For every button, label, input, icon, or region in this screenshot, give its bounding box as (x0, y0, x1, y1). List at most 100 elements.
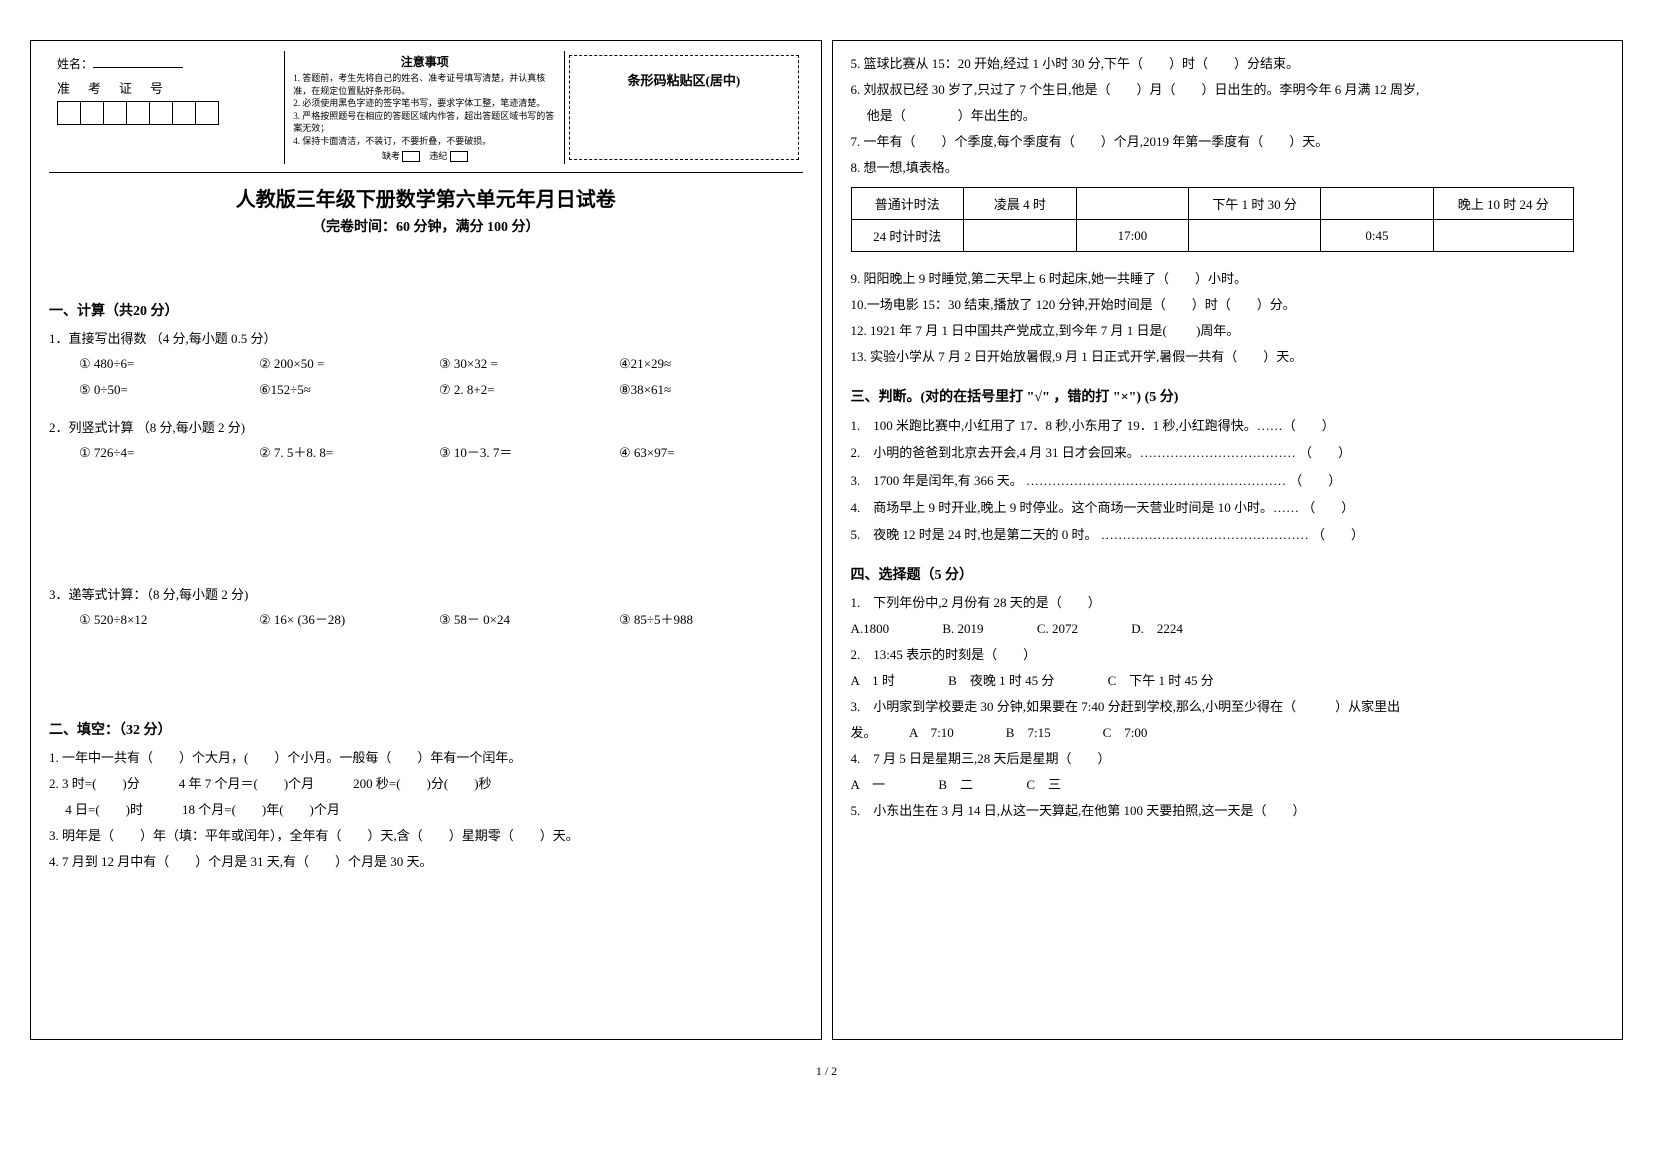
judge-1: 1. 100 米跑比赛中,小红用了 17．8 秒,小东用了 19．1 秒,小红跑… (851, 412, 1605, 439)
instr-line: 4. 保持卡面清洁，不装订，不要折叠，不要破损。 (293, 135, 556, 148)
name-underline (93, 56, 183, 68)
q1-title: 1．直接写出得数 （4 分,每小题 0.5 分） (49, 328, 803, 347)
exam-subtitle: （完卷时间：60 分钟，满分 100 分） (49, 216, 803, 236)
fill-3: 3. 明年是（ ）年（填：平年或闰年），全年有（ ）天,含（ ）星期零（ ）天。 (49, 823, 803, 849)
option: B 夜晚 1 时 45 分 (948, 668, 1054, 694)
adm-char-0: 准 (57, 78, 70, 97)
q2-title: 2．列竖式计算 （8 分,每小题 2 分) (49, 417, 803, 436)
instructions-list: 1. 答题前，考生先将自己的姓名、准考证号填写清楚，并认真核准，在规定位置贴好条… (293, 72, 556, 162)
choice-4-options: A 一 B 二 C 三 (851, 772, 1605, 798)
table-cell: 24 时计时法 (851, 220, 964, 252)
option: B 二 (938, 772, 973, 798)
table-cell: 下午 1 时 30 分 (1189, 188, 1321, 220)
choice-3b: 发。 A 7:10 B 7:15 C 7:00 (851, 720, 1605, 746)
fill-4: 4. 7 月到 12 月中有（ ）个月是 31 天,有（ ）个月是 30 天。 (49, 849, 803, 875)
name-line: 姓名： (57, 55, 276, 74)
checkbox-row: 缺考 违纪 (293, 150, 556, 163)
section-2-heading: 二、填空：（32 分） (49, 719, 803, 739)
instr-line: 1. 答题前，考生先将自己的姓名、准考证号填写清楚，并认真核准，在规定位置贴好条… (293, 72, 556, 97)
calc-item: ⑥152÷5≈ (259, 377, 399, 403)
fill-10: 10.一场电影 15：30 结束,播放了 120 分钟,开始时间是（ ）时（ ）… (851, 292, 1605, 318)
choice-1-options: A.1800 B. 2019 C. 2072 D. 2224 (851, 616, 1605, 642)
fill-8: 8. 想一想,填表格。 (851, 155, 1605, 181)
option: A.1800 (851, 616, 890, 642)
name-label: 姓名： (57, 57, 93, 71)
fill-5: 5. 篮球比赛从 15：20 开始,经过 1 小时 30 分,下午（ ）时（ ）… (851, 51, 1605, 77)
calc-item: ③ 10－3. 7＝ (439, 440, 579, 466)
calc-item: ④ 63×97= (619, 440, 759, 466)
violate-label: 违纪 (429, 151, 447, 161)
calc-item: ② 7. 5＋8. 8= (259, 440, 399, 466)
adm-box (126, 101, 150, 125)
judge-4: 4. 商场早上 9 时开业,晚上 9 时停业。这个商场一天营业时间是 10 小时… (851, 494, 1605, 521)
table-cell (1433, 220, 1573, 252)
calc-item: ⑧38×61≈ (619, 377, 759, 403)
fill-1: 1. 一年中一共有（ ）个大月，( ）个小月。一般每（ ）年有一个闰年。 (49, 745, 803, 771)
adm-box (103, 101, 127, 125)
calc-item: ⑤ 0÷50= (79, 377, 219, 403)
calc-item: ⑦ 2. 8+2= (439, 377, 579, 403)
option: C 下午 1 时 45 分 (1108, 668, 1214, 694)
choice-3: 3. 小明家到学校要走 30 分钟,如果要在 7:40 分赶到学校,那么,小明至… (851, 694, 1605, 720)
judge-2: 2. 小明的爸爸到北京去开会,4 月 31 日才会回来。………………………………… (851, 439, 1605, 466)
adm-box (172, 101, 196, 125)
calc-item: ③ 30×32 = (439, 351, 579, 377)
table-cell (964, 220, 1077, 252)
calc-item: ② 200×50 = (259, 351, 399, 377)
fill-2: 2. 3 时=( )分 4 年 7 个月＝( )个月 200 秒=( )分( )… (49, 771, 803, 797)
fill-12: 12. 1921 年 7 月 1 日中国共产党成立,到今年 7 月 1 日是( … (851, 318, 1605, 344)
fill-13: 13. 实验小学从 7 月 2 日开始放暑假,9 月 1 日正式开学,暑假一共有… (851, 344, 1605, 370)
spacer (49, 254, 803, 284)
table-cell: 晚上 10 时 24 分 (1433, 188, 1573, 220)
adm-box (80, 101, 104, 125)
option: B. 2019 (942, 616, 983, 642)
q3-row: ① 520÷8×12 ② 16× (36－28) ③ 58－ 0×24 ③ 85… (49, 607, 803, 633)
barcode-area: 条形码粘贴区(居中) (569, 55, 798, 160)
table-cell: 0:45 (1321, 220, 1434, 252)
section-1-heading: 一、计算（共20 分） (49, 300, 803, 320)
exam-page: 姓名： 准 考 证 号 注意事项 (30, 40, 1623, 1040)
instructions-title: 注意事项 (293, 53, 556, 70)
calc-item: ④21×29≈ (619, 351, 759, 377)
choice-1: 1. 下列年份中,2 月份有 28 天的是（ ） (851, 590, 1605, 616)
judge-3: 3. 1700 年是闰年,有 366 天。 ………………………………………………… (851, 467, 1605, 494)
miss-label: 缺考 (382, 151, 400, 161)
option: C 三 (1026, 772, 1061, 798)
adm-char-3: 号 (150, 78, 163, 97)
calc-item: ③ 58－ 0×24 (439, 607, 579, 633)
workspace (49, 466, 803, 576)
table-cell (1189, 220, 1321, 252)
exam-title: 人教版三年级下册数学第六单元年月日试卷 (49, 183, 803, 212)
admission-boxes (57, 101, 276, 125)
fill-2b: 4 日=( )时 18 个月=( )年( )个月 (49, 797, 803, 823)
calc-item: ① 726÷4= (79, 440, 219, 466)
calc-item: ② 16× (36－28) (259, 607, 399, 633)
table-cell (1321, 188, 1434, 220)
option: C. 2072 (1037, 616, 1078, 642)
adm-char-2: 证 (119, 78, 132, 97)
section-3-heading: 三、判断。(对的在括号里打 "√" ，错的打 "×") (5 分) (851, 386, 1605, 406)
workspace (49, 633, 803, 703)
choice-2-options: A 1 时 B 夜晚 1 时 45 分 C 下午 1 时 45 分 (851, 668, 1605, 694)
table-row: 普通计时法 凌晨 4 时 下午 1 时 30 分 晚上 10 时 24 分 (851, 188, 1573, 220)
table-cell: 普通计时法 (851, 188, 964, 220)
violate-checkbox (450, 151, 468, 162)
table-cell: 凌晨 4 时 (964, 188, 1077, 220)
adm-box (149, 101, 173, 125)
choice-5: 5. 小东出生在 3 月 14 日,从这一天算起,在他第 100 天要拍照,这一… (851, 798, 1605, 824)
option: D. 2224 (1131, 616, 1183, 642)
miss-checkbox (402, 151, 420, 162)
fill-7: 7. 一年有（ ）个季度,每个季度有（ ）个月,2019 年第一季度有（ ）天。 (851, 129, 1605, 155)
choice-4: 4. 7 月 5 日是星期三,28 天后是星期（ ） (851, 746, 1605, 772)
adm-box (195, 101, 219, 125)
right-column: 5. 篮球比赛从 15：20 开始,经过 1 小时 30 分,下午（ ）时（ ）… (832, 40, 1624, 1040)
fill-6b: 他是（ ）年出生的。 (851, 103, 1605, 129)
page-footer: 1 / 2 (30, 1064, 1623, 1079)
name-admission-box: 姓名： 准 考 证 号 (49, 51, 285, 164)
choice-2: 2. 13:45 表示的时刻是（ ） (851, 642, 1605, 668)
section-4-heading: 四、选择题（5 分） (851, 564, 1605, 584)
instr-line: 3. 严格按照题号在相应的答题区域内作答，超出答题区域书写的答案无效； (293, 110, 556, 135)
table-cell: 17:00 (1076, 220, 1189, 252)
admission-label-row: 准 考 证 号 (57, 78, 276, 97)
q3-title: 3．递等式计算：（8 分,每小题 2 分) (49, 584, 803, 603)
